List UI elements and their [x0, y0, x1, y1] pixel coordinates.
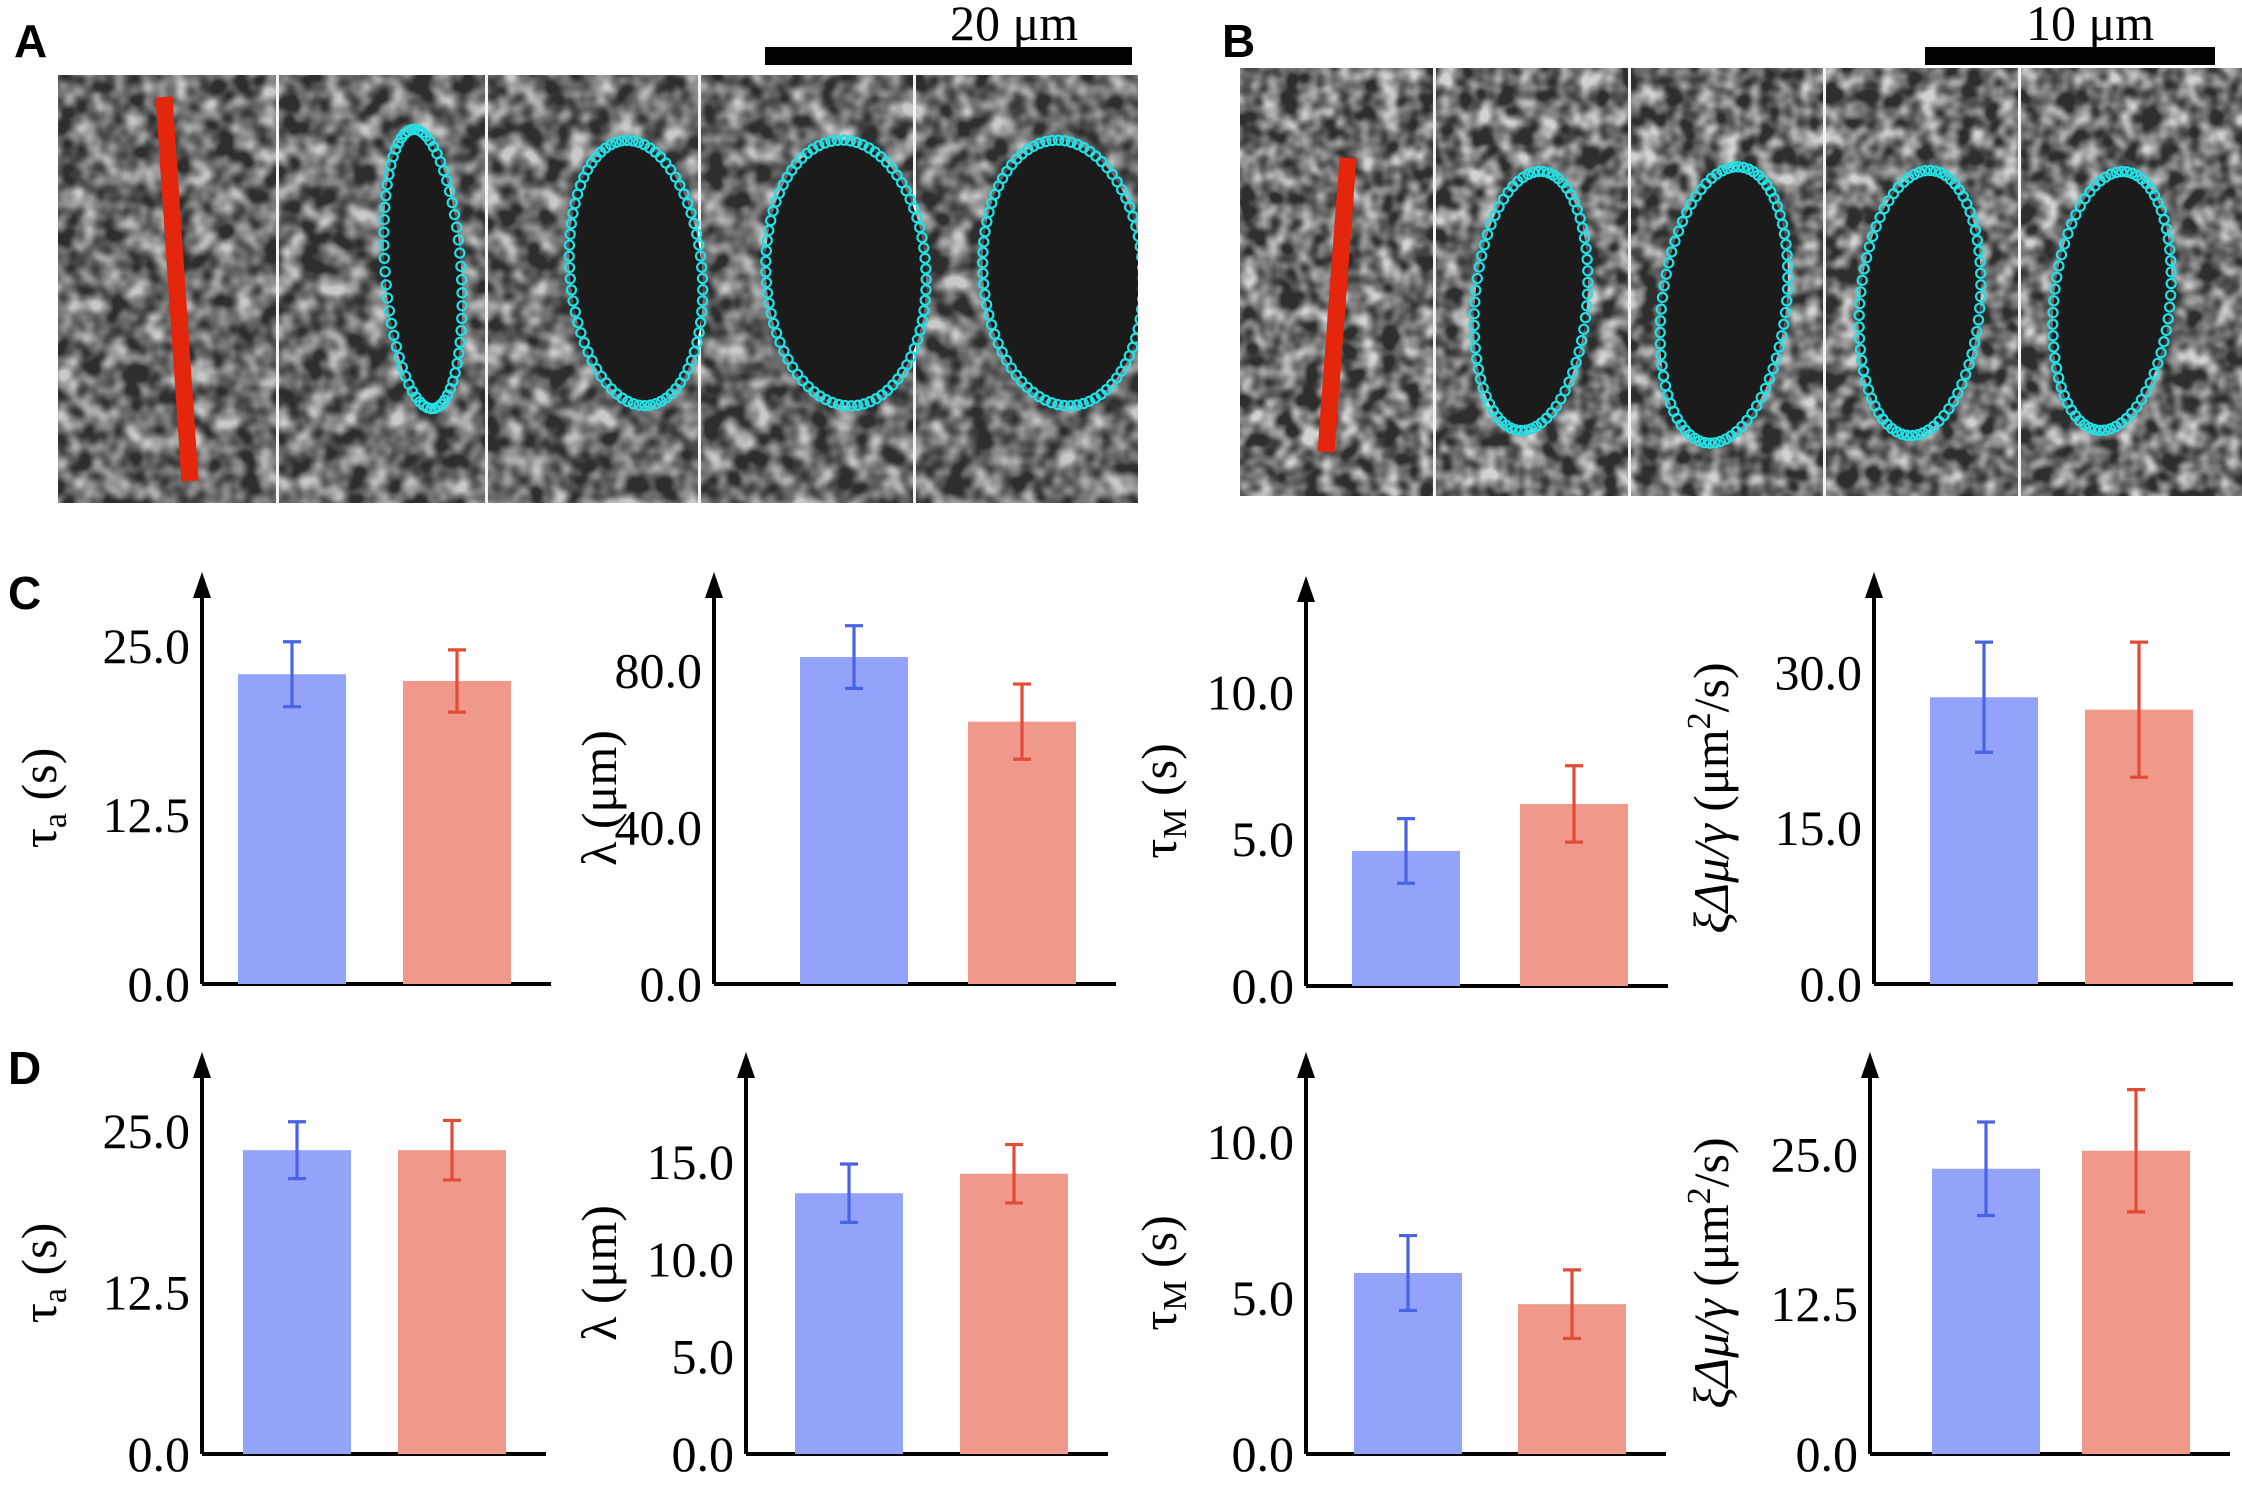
y-axis-arrow: [705, 572, 723, 598]
bar-blue: [795, 1193, 903, 1454]
y-tick-label: 5.0: [672, 1329, 735, 1385]
error-bar-red: [1013, 682, 1031, 761]
y-axis-label: ξΔμ/γ (μm2/s): [1681, 1137, 1739, 1408]
error-bar-red: [2127, 1088, 2145, 1214]
y-tick-label: 0.0: [672, 1426, 735, 1482]
y-tick-label: 15.0: [647, 1134, 735, 1190]
error-bar-blue: [845, 624, 863, 690]
panel-label-c: C: [8, 567, 42, 619]
y-tick-label: 40.0: [615, 799, 703, 855]
error-bar-blue: [283, 640, 301, 709]
y-tick-label: 0.0: [1796, 1426, 1859, 1482]
y-tick-label: 10.0: [1207, 1114, 1295, 1170]
microscopy-strip-b: [1240, 68, 2242, 496]
y-axis-label: λ (μm): [571, 730, 627, 866]
error-bar-red: [448, 648, 466, 714]
y-axis-label: ξΔμ/γ (μm2/s): [1681, 662, 1739, 933]
y-tick-label: 0.0: [1232, 1426, 1295, 1482]
microscopy-strip-a: [58, 75, 1138, 503]
y-axis-arrow: [737, 1052, 755, 1078]
y-axis-label: τM (s): [1131, 743, 1194, 859]
bar-red: [960, 1173, 1068, 1454]
y-tick-label: 0.0: [128, 956, 191, 1012]
y-tick-label: 0.0: [1800, 956, 1863, 1012]
scalebar-a-label: 20 μm: [950, 0, 1079, 51]
y-tick-label: 0.0: [1232, 958, 1295, 1014]
y-axis-arrow: [1861, 1052, 1879, 1078]
panel-label-a: A: [14, 15, 48, 67]
error-bar-red: [2130, 640, 2148, 779]
error-bar-red: [1565, 764, 1583, 844]
y-tick-label: 15.0: [1775, 800, 1863, 856]
y-tick-label: 5.0: [1232, 811, 1295, 867]
y-axis-arrow: [1297, 576, 1315, 602]
scalebar-b: [1925, 47, 2215, 65]
bar-blue: [800, 657, 908, 984]
y-tick-label: 25.0: [1771, 1126, 1859, 1182]
y-tick-label: 25.0: [103, 1103, 191, 1159]
y-axis-label: λ (μm): [571, 1205, 627, 1341]
panel-label-b: B: [1222, 15, 1256, 67]
bar-chart-c-lambda: 0.0 40.0 80.0 λ (μm): [571, 572, 1116, 1012]
scalebar-b-label: 10 μm: [2026, 0, 2155, 51]
bar-chart-d-activity: 0.0 12.5 25.0 ξΔμ/γ (μm2/s): [1681, 1052, 2230, 1482]
panel-label-d: D: [8, 1042, 42, 1094]
y-axis-label: τa (s): [11, 1223, 74, 1323]
y-tick-label: 80.0: [615, 643, 703, 699]
bar-blue: [243, 1150, 351, 1454]
y-tick-label: 5.0: [1232, 1270, 1295, 1326]
y-axis-arrow: [1865, 572, 1883, 598]
y-tick-label: 10.0: [1207, 664, 1295, 720]
bar-chart-c-tau-a: 0.0 12.5 25.0 τa (s): [11, 572, 551, 1012]
error-bar-blue: [1975, 640, 1993, 754]
error-bar-red: [443, 1118, 461, 1182]
y-tick-label: 12.5: [1771, 1276, 1859, 1332]
error-bar-blue: [288, 1120, 306, 1181]
y-axis-label: τM (s): [1131, 1215, 1194, 1331]
y-axis-label: τa (s): [11, 748, 74, 848]
y-tick-label: 12.5: [103, 787, 191, 843]
y-axis-arrow: [193, 572, 211, 598]
error-bar-red: [1563, 1268, 1581, 1341]
error-bar-blue: [1397, 817, 1415, 885]
bar-red: [403, 680, 511, 984]
bar-chart-c-tau-m: 0.0 5.0 10.0τM (s): [1131, 576, 1668, 1014]
bar-chart-d-tau-m: 0.0 5.0 10.0τM (s): [1131, 1052, 1666, 1482]
y-tick-label: 10.0: [647, 1231, 735, 1287]
error-bar-blue: [1399, 1233, 1417, 1313]
bar-red: [398, 1150, 506, 1454]
bar-chart-d-lambda: 0.0 5.0 10.0 15.0 λ (μm): [571, 1052, 1108, 1482]
bar-blue: [238, 674, 346, 984]
bar-red: [968, 721, 1076, 984]
y-tick-label: 0.0: [640, 956, 703, 1012]
bar-chart-c-activity: 0.0 15.0 30.0 ξΔμ/γ (μm2/s): [1681, 572, 2233, 1012]
y-tick-label: 0.0: [128, 1426, 191, 1482]
y-tick-label: 30.0: [1775, 644, 1863, 700]
error-bar-blue: [1977, 1120, 1995, 1218]
bar-chart-d-tau-a: 0.0 12.5 25.0 τa (s): [11, 1052, 546, 1482]
y-axis-arrow: [1297, 1052, 1315, 1078]
scalebar-a: [765, 47, 1132, 65]
y-axis-arrow: [193, 1052, 211, 1078]
y-tick-label: 25.0: [103, 618, 191, 674]
error-bar-blue: [840, 1162, 858, 1224]
error-bar-red: [1005, 1142, 1023, 1205]
y-tick-label: 12.5: [103, 1264, 191, 1320]
